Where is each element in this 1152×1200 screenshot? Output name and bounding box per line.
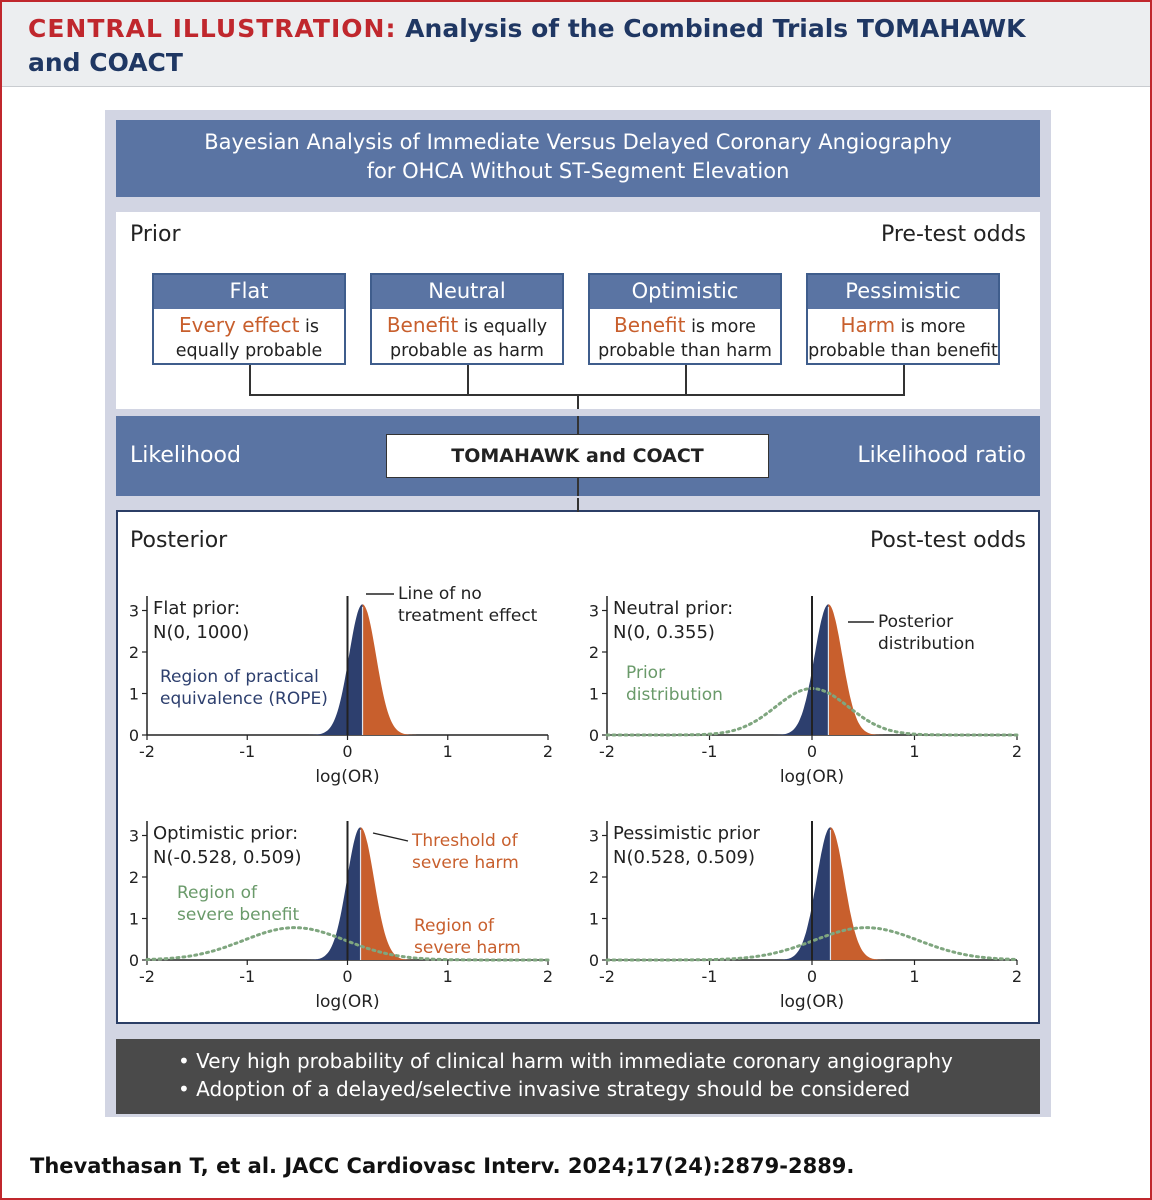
prior-card-highlight: Benefit <box>386 313 459 337</box>
banner-line-1: Bayesian Analysis of Immediate Versus De… <box>204 130 952 154</box>
posterior-section: Posterior Post-test odds <box>116 498 1040 1024</box>
conclusions-box: • Very high probability of clinical harm… <box>116 1039 1040 1114</box>
connector <box>467 365 469 395</box>
post-test-odds-label: Post-test odds <box>869 528 1026 553</box>
pre-test-odds-label: Pre-test odds <box>880 222 1026 247</box>
header-title-line-1: Analysis of the Combined Trials TOMAHAWK <box>405 14 1026 43</box>
conclusion-line-2: • Adoption of a delayed/selective invasi… <box>178 1077 911 1101</box>
conclusion-line-1: • Very high probability of clinical harm… <box>178 1049 953 1073</box>
prior-card-highlight: Harm <box>840 313 896 337</box>
prior-card-highlight: Benefit <box>614 313 686 337</box>
prior-card-text-2: probable than harm <box>598 341 772 361</box>
connector <box>577 498 579 512</box>
prior-card-neutral: Neutral Benefit is equally probable as ha… <box>370 273 564 365</box>
prior-card-body: Harm is more probable than benefit <box>808 309 998 363</box>
likelihood-label: Likelihood <box>130 443 241 468</box>
connector <box>249 365 251 395</box>
prior-card-pessimistic: Pessimistic Harm is more probable than be… <box>806 273 1000 365</box>
prior-card-optimistic: Optimistic Benefit is more probable than … <box>588 273 782 365</box>
header: CENTRAL ILLUSTRATION: Analysis of the Co… <box>2 2 1150 87</box>
prior-card-highlight: Every effect <box>179 313 300 337</box>
header-label: CENTRAL ILLUSTRATION: <box>28 14 397 43</box>
posterior-label: Posterior <box>130 528 228 553</box>
connector <box>685 365 687 395</box>
banner-line-2: for OHCA Without ST-Segment Elevation <box>366 159 790 183</box>
connector <box>903 365 905 395</box>
trials-box: TOMAHAWK and COACT <box>386 434 769 478</box>
prior-card-flat: Flat Every effect is equally probable <box>152 273 346 365</box>
citation: Thevathasan T, et al. JACC Cardiovasc In… <box>30 1154 855 1178</box>
prior-card-body: Every effect is equally probable <box>154 309 344 363</box>
header-line-1: CENTRAL ILLUSTRATION: Analysis of the Co… <box>28 14 1026 43</box>
connector <box>577 416 579 434</box>
prior-card-body: Benefit is more probable than harm <box>590 309 780 363</box>
prior-card-text: is more <box>895 317 966 337</box>
prior-card-title: Optimistic <box>590 275 780 309</box>
prior-card-title: Pessimistic <box>808 275 998 309</box>
prior-card-text-2: equally probable <box>175 341 323 361</box>
diagram-panel: Bayesian Analysis of Immediate Versus De… <box>105 110 1051 1117</box>
prior-card-text-2: probable than benefit <box>808 341 998 361</box>
prior-card-body: Benefit is equally probable as harm <box>372 309 562 363</box>
connector <box>577 395 579 409</box>
prior-card-text-2: probable as harm <box>390 341 544 361</box>
likelihood-ratio-label: Likelihood ratio <box>857 443 1026 468</box>
prior-card-title: Neutral <box>372 275 562 309</box>
prior-section: Prior Pre-test odds Flat Every effect is… <box>116 212 1040 409</box>
prior-card-title: Flat <box>154 275 344 309</box>
prior-card-text: is equally <box>458 317 548 337</box>
prior-card-text: is <box>299 317 319 337</box>
prior-label: Prior <box>130 222 181 247</box>
connector <box>577 478 579 496</box>
prior-card-text: is more <box>685 317 756 337</box>
header-title-line-2: and COACT <box>28 48 183 77</box>
likelihood-band: Likelihood TOMAHAWK and COACT Likelihood… <box>116 416 1040 496</box>
analysis-banner: Bayesian Analysis of Immediate Versus De… <box>116 120 1040 197</box>
